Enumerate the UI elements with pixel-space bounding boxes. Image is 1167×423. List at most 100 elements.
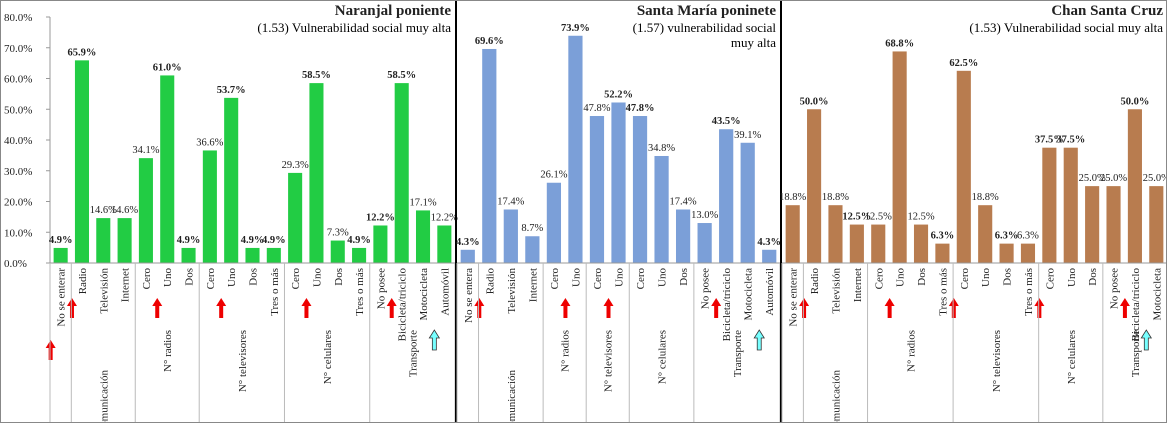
data-label: 26.1% bbox=[540, 170, 567, 181]
x-tick-label: Bicicleta/triciclo bbox=[1130, 268, 1142, 342]
bar bbox=[740, 142, 755, 263]
bar bbox=[956, 70, 971, 263]
x-tick-label: Automóvil bbox=[764, 268, 776, 316]
bar bbox=[117, 218, 132, 263]
data-label: 7.3% bbox=[327, 228, 349, 239]
bar bbox=[935, 243, 950, 263]
y-tick-label: 60.0% bbox=[4, 74, 32, 86]
x-tick-label: Televisión bbox=[830, 268, 842, 314]
data-label: 4.3% bbox=[757, 237, 781, 248]
bar bbox=[611, 102, 626, 263]
bar bbox=[675, 209, 691, 263]
data-label: 58.5% bbox=[387, 70, 416, 81]
data-label: 18.8% bbox=[779, 192, 806, 203]
bar bbox=[96, 218, 111, 263]
group-label: N° celulares bbox=[322, 330, 334, 384]
data-label: 34.1% bbox=[132, 145, 159, 156]
data-label: 34.8% bbox=[648, 143, 675, 154]
arrow-icon bbox=[428, 329, 441, 351]
arrow-icon bbox=[474, 298, 485, 318]
group-label: Comunicación bbox=[98, 370, 110, 423]
data-label: 50.0% bbox=[1120, 96, 1149, 107]
data-label: 6.3% bbox=[931, 231, 955, 242]
bar bbox=[828, 205, 843, 263]
chart-title: Naranjal poniente bbox=[335, 3, 452, 19]
x-tick-label: Uno bbox=[570, 268, 582, 287]
data-label: 29.3% bbox=[282, 160, 309, 171]
data-label: 36.6% bbox=[196, 137, 223, 148]
x-tick-label: Cero bbox=[635, 268, 647, 290]
bar bbox=[460, 249, 475, 263]
bar bbox=[330, 240, 345, 263]
x-tick-label: Dos bbox=[184, 268, 196, 286]
bar bbox=[1063, 147, 1078, 263]
chart-title: Chan Santa Cruz bbox=[1051, 3, 1163, 19]
data-label: 14.6% bbox=[90, 205, 117, 216]
arrow-icon bbox=[753, 329, 765, 351]
arrow-icon bbox=[1140, 329, 1153, 351]
x-tick-label: Cero bbox=[1044, 268, 1056, 290]
group-label: N° televisores bbox=[991, 330, 1003, 392]
bar bbox=[978, 205, 993, 263]
data-label: 4.9% bbox=[177, 235, 201, 246]
x-tick-label: Bicicleta/triciclo bbox=[397, 268, 409, 342]
group-label: N° celulares bbox=[657, 330, 669, 384]
data-label: 25.0% bbox=[1079, 173, 1106, 184]
data-label: 65.9% bbox=[68, 47, 97, 58]
bar bbox=[654, 155, 669, 263]
y-tick-label: 50.0% bbox=[4, 104, 32, 116]
data-label: 25.0% bbox=[1143, 173, 1167, 184]
bar bbox=[437, 225, 452, 263]
x-tick-label: Dos bbox=[1087, 268, 1099, 286]
bar bbox=[394, 83, 409, 263]
data-label: 39.1% bbox=[734, 130, 761, 141]
x-tick-label: Dos bbox=[333, 268, 345, 286]
bar bbox=[138, 158, 153, 263]
x-tick-label: Tres o más bbox=[937, 268, 949, 316]
x-tick-label: Uno bbox=[614, 268, 626, 287]
bar bbox=[160, 75, 175, 263]
arrow-icon bbox=[386, 298, 397, 318]
bar bbox=[224, 97, 239, 263]
data-label: 6.3% bbox=[995, 231, 1019, 242]
group-label: Transporte bbox=[1130, 330, 1142, 377]
x-tick-label: Motocicleta bbox=[743, 268, 755, 321]
subtitle-box: (1.53) Vulnerabilidad social muy alta bbox=[969, 20, 1163, 35]
data-label: 18.8% bbox=[972, 192, 999, 203]
bar bbox=[632, 116, 648, 263]
bar bbox=[719, 129, 734, 263]
group-label: N° televisores bbox=[237, 330, 249, 392]
x-tick-label: No se enterar bbox=[56, 268, 68, 327]
x-tick-label: Tres o más bbox=[1023, 268, 1035, 316]
x-tick-label: Dos bbox=[248, 268, 260, 286]
bar bbox=[1149, 186, 1164, 263]
x-tick-label: Internet bbox=[852, 268, 864, 302]
subtitle-box: (1.53) Vulnerabilidad social muy alta bbox=[257, 20, 451, 35]
data-label: 12.5% bbox=[842, 212, 871, 223]
y-tick-label: 30.0% bbox=[4, 166, 32, 178]
x-tick-label: Televisión bbox=[98, 268, 110, 314]
group-label: Transporte bbox=[732, 330, 744, 377]
arrow-icon bbox=[66, 298, 77, 318]
data-label: 37.5% bbox=[1056, 135, 1085, 146]
arrow-icon bbox=[799, 298, 810, 318]
x-tick-label: Radio bbox=[484, 268, 496, 295]
data-label: 4.9% bbox=[241, 235, 265, 246]
x-tick-label: Cero bbox=[549, 268, 561, 290]
bar bbox=[352, 247, 367, 263]
x-tick-label: No se entera bbox=[463, 268, 475, 323]
y-tick-label: 10.0% bbox=[4, 227, 32, 239]
data-label: 62.5% bbox=[949, 58, 978, 69]
x-tick-label: Uno bbox=[657, 268, 669, 287]
bar bbox=[807, 109, 822, 263]
data-label: 6.3% bbox=[1017, 231, 1039, 242]
data-label: 12.2% bbox=[366, 212, 395, 223]
arrow-icon bbox=[603, 298, 614, 318]
arrow-icon bbox=[301, 298, 312, 318]
x-tick-label: No posee bbox=[1109, 268, 1121, 309]
bar bbox=[589, 116, 605, 263]
bar bbox=[288, 172, 303, 263]
data-label: 4.9% bbox=[262, 235, 286, 246]
bar bbox=[546, 182, 562, 263]
